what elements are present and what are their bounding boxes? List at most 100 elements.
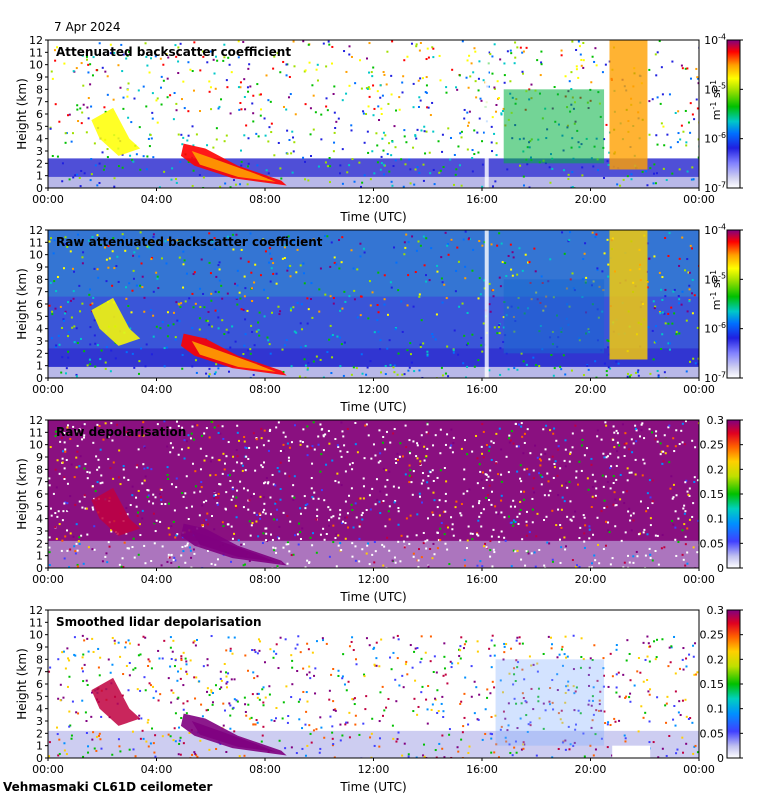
speckle: [346, 427, 349, 430]
speckle: [388, 170, 391, 173]
speckle: [332, 708, 335, 711]
speckle: [637, 657, 640, 660]
speckle: [50, 514, 53, 517]
speckle: [491, 634, 494, 637]
speckle: [493, 132, 496, 135]
speckle: [696, 76, 699, 79]
speckle: [520, 422, 523, 425]
speckle: [78, 500, 81, 503]
speckle: [217, 327, 220, 330]
speckle: [340, 455, 343, 458]
speckle: [412, 470, 415, 473]
speckle: [248, 520, 251, 523]
speckle: [169, 451, 172, 454]
speckle: [298, 375, 301, 378]
speckle: [215, 363, 218, 366]
speckle: [589, 744, 592, 747]
speckle: [154, 55, 157, 58]
speckle: [60, 549, 63, 552]
speckle: [332, 150, 335, 153]
colorbar-tick-label: 10-7: [704, 180, 726, 195]
speckle: [684, 269, 687, 272]
speckle: [595, 709, 598, 712]
speckle: [67, 301, 70, 304]
speckle: [223, 662, 226, 665]
speckle: [268, 430, 271, 433]
speckle: [568, 748, 571, 751]
speckle: [210, 691, 213, 694]
speckle: [376, 498, 379, 501]
speckle: [681, 290, 684, 293]
speckle: [512, 549, 515, 552]
speckle: [205, 372, 208, 375]
speckle: [456, 746, 459, 749]
speckle: [106, 148, 109, 151]
speckle: [549, 687, 552, 690]
speckle: [83, 663, 86, 666]
speckle: [311, 544, 314, 547]
speckle: [312, 497, 315, 500]
speckle: [616, 183, 619, 186]
speckle: [660, 347, 663, 350]
speckle: [592, 533, 595, 536]
speckle: [67, 350, 70, 353]
speckle: [330, 516, 333, 519]
speckle: [697, 82, 699, 85]
speckle: [92, 56, 95, 59]
panel-title: Attenuated backscatter coefficient: [56, 45, 291, 59]
speckle: [152, 233, 155, 236]
speckle: [489, 692, 492, 695]
speckle: [681, 736, 684, 739]
speckle: [667, 665, 670, 668]
speckle: [64, 132, 67, 135]
speckle: [143, 544, 146, 547]
speckle: [676, 748, 679, 751]
speckle: [454, 506, 457, 509]
near-ground-band: [48, 730, 699, 758]
speckle: [374, 550, 377, 553]
speckle: [213, 237, 216, 240]
speckle: [203, 519, 206, 522]
speckle: [365, 113, 368, 116]
speckle: [105, 346, 108, 349]
speckle: [422, 531, 425, 534]
speckle: [217, 431, 220, 434]
speckle: [131, 289, 134, 292]
speckle: [170, 561, 173, 564]
speckle: [604, 544, 607, 547]
speckle: [583, 252, 586, 255]
speckle: [243, 440, 246, 443]
speckle: [661, 311, 664, 314]
speckle: [214, 473, 217, 476]
speckle: [182, 550, 185, 553]
speckle: [471, 450, 474, 453]
speckle: [609, 723, 612, 726]
speckle: [668, 424, 671, 427]
speckle: [603, 456, 606, 459]
speckle: [626, 175, 629, 178]
speckle: [146, 721, 149, 724]
speckle: [166, 238, 169, 241]
speckle: [56, 733, 59, 736]
y-tick-label: 0: [36, 562, 43, 575]
speckle: [323, 736, 326, 739]
speckle: [233, 698, 236, 701]
speckle: [55, 290, 58, 293]
speckle: [385, 469, 388, 472]
speckle: [580, 64, 583, 67]
speckle: [449, 660, 452, 663]
speckle: [244, 563, 247, 566]
speckle: [379, 512, 382, 515]
speckle: [238, 291, 241, 294]
speckle: [253, 511, 256, 514]
speckle: [571, 432, 574, 435]
speckle: [646, 679, 649, 682]
speckle: [151, 92, 154, 95]
speckle: [304, 566, 307, 568]
speckle: [425, 237, 428, 240]
speckle: [445, 297, 448, 300]
speckle: [48, 484, 51, 487]
speckle: [145, 168, 148, 171]
speckle: [94, 164, 97, 167]
speckle: [73, 325, 76, 328]
